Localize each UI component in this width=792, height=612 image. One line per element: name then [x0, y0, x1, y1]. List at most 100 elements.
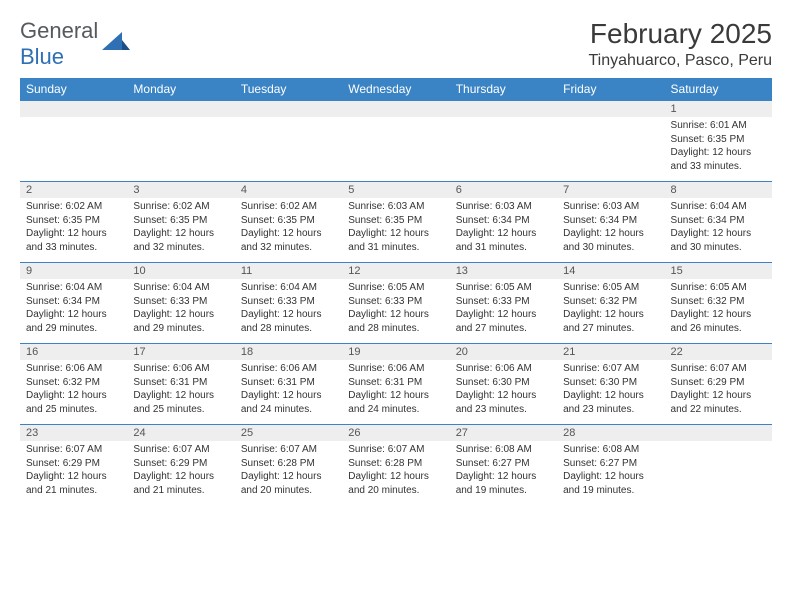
day-detail-cell: Sunrise: 6:02 AMSunset: 6:35 PMDaylight:… — [235, 198, 342, 263]
sunset-line: Sunset: 6:27 PM — [456, 457, 551, 471]
logo-word-blue: Blue — [20, 44, 64, 69]
daylight-line: Daylight: 12 hours and 32 minutes. — [133, 227, 228, 254]
day-detail-cell: Sunrise: 6:02 AMSunset: 6:35 PMDaylight:… — [127, 198, 234, 263]
sunrise-line: Sunrise: 6:04 AM — [241, 281, 336, 295]
day-number-cell: 13 — [450, 263, 557, 280]
sunrise-line: Sunrise: 6:07 AM — [563, 362, 658, 376]
day-number-cell — [235, 101, 342, 118]
logo: General Blue — [20, 18, 130, 70]
day-number-cell — [342, 101, 449, 118]
sunrise-line: Sunrise: 6:04 AM — [671, 200, 766, 214]
day-header-monday: Monday — [127, 78, 234, 101]
sunset-line: Sunset: 6:35 PM — [241, 214, 336, 228]
daynum-row: 16171819202122 — [20, 344, 772, 361]
daynum-row: 9101112131415 — [20, 263, 772, 280]
day-detail-cell: Sunrise: 6:06 AMSunset: 6:31 PMDaylight:… — [127, 360, 234, 425]
daylight-line: Daylight: 12 hours and 27 minutes. — [456, 308, 551, 335]
sunset-line: Sunset: 6:29 PM — [26, 457, 121, 471]
day-number-cell: 7 — [557, 182, 664, 199]
page-title: February 2025 — [589, 18, 773, 50]
day-number-cell: 26 — [342, 425, 449, 442]
day-detail-cell — [342, 117, 449, 182]
day-number-cell: 12 — [342, 263, 449, 280]
daylight-line: Daylight: 12 hours and 29 minutes. — [26, 308, 121, 335]
sunset-line: Sunset: 6:33 PM — [241, 295, 336, 309]
day-detail-cell: Sunrise: 6:07 AMSunset: 6:29 PMDaylight:… — [127, 441, 234, 505]
daylight-line: Daylight: 12 hours and 29 minutes. — [133, 308, 228, 335]
day-detail-cell — [450, 117, 557, 182]
sunset-line: Sunset: 6:30 PM — [563, 376, 658, 390]
sunrise-line: Sunrise: 6:06 AM — [26, 362, 121, 376]
day-number-cell: 9 — [20, 263, 127, 280]
sunset-line: Sunset: 6:33 PM — [456, 295, 551, 309]
day-detail-cell: Sunrise: 6:06 AMSunset: 6:32 PMDaylight:… — [20, 360, 127, 425]
day-number-cell: 11 — [235, 263, 342, 280]
daylight-line: Daylight: 12 hours and 24 minutes. — [241, 389, 336, 416]
sunrise-line: Sunrise: 6:05 AM — [348, 281, 443, 295]
sunrise-line: Sunrise: 6:01 AM — [671, 119, 766, 133]
day-detail-cell: Sunrise: 6:04 AMSunset: 6:34 PMDaylight:… — [20, 279, 127, 344]
sunset-line: Sunset: 6:28 PM — [348, 457, 443, 471]
logo-text: General Blue — [20, 18, 98, 70]
sunrise-line: Sunrise: 6:02 AM — [26, 200, 121, 214]
day-detail-cell: Sunrise: 6:05 AMSunset: 6:32 PMDaylight:… — [665, 279, 772, 344]
logo-triangle-icon — [102, 32, 130, 59]
calendar-table: Sunday Monday Tuesday Wednesday Thursday… — [20, 78, 772, 505]
day-detail-cell — [127, 117, 234, 182]
day-number-cell: 1 — [665, 101, 772, 118]
sunset-line: Sunset: 6:31 PM — [133, 376, 228, 390]
sunset-line: Sunset: 6:35 PM — [671, 133, 766, 147]
day-detail-cell: Sunrise: 6:07 AMSunset: 6:28 PMDaylight:… — [235, 441, 342, 505]
daylight-line: Daylight: 12 hours and 20 minutes. — [241, 470, 336, 497]
day-header-tuesday: Tuesday — [235, 78, 342, 101]
daynum-row: 2345678 — [20, 182, 772, 199]
daylight-line: Daylight: 12 hours and 32 minutes. — [241, 227, 336, 254]
day-detail-cell — [20, 117, 127, 182]
daylight-line: Daylight: 12 hours and 33 minutes. — [26, 227, 121, 254]
daylight-line: Daylight: 12 hours and 25 minutes. — [133, 389, 228, 416]
daylight-line: Daylight: 12 hours and 28 minutes. — [348, 308, 443, 335]
day-detail-cell — [557, 117, 664, 182]
daylight-line: Daylight: 12 hours and 21 minutes. — [26, 470, 121, 497]
sunset-line: Sunset: 6:32 PM — [671, 295, 766, 309]
daylight-line: Daylight: 12 hours and 25 minutes. — [26, 389, 121, 416]
day-number-cell: 6 — [450, 182, 557, 199]
detail-row: Sunrise: 6:02 AMSunset: 6:35 PMDaylight:… — [20, 198, 772, 263]
day-header-friday: Friday — [557, 78, 664, 101]
detail-row: Sunrise: 6:01 AMSunset: 6:35 PMDaylight:… — [20, 117, 772, 182]
day-number-cell: 3 — [127, 182, 234, 199]
daylight-line: Daylight: 12 hours and 23 minutes. — [563, 389, 658, 416]
sunset-line: Sunset: 6:34 PM — [456, 214, 551, 228]
day-number-cell: 22 — [665, 344, 772, 361]
daylight-line: Daylight: 12 hours and 23 minutes. — [456, 389, 551, 416]
sunrise-line: Sunrise: 6:04 AM — [26, 281, 121, 295]
sunrise-line: Sunrise: 6:05 AM — [456, 281, 551, 295]
daylight-line: Daylight: 12 hours and 22 minutes. — [671, 389, 766, 416]
sunrise-line: Sunrise: 6:04 AM — [133, 281, 228, 295]
sunrise-line: Sunrise: 6:07 AM — [133, 443, 228, 457]
day-detail-cell: Sunrise: 6:05 AMSunset: 6:33 PMDaylight:… — [342, 279, 449, 344]
sunrise-line: Sunrise: 6:08 AM — [563, 443, 658, 457]
sunset-line: Sunset: 6:34 PM — [563, 214, 658, 228]
day-detail-cell: Sunrise: 6:02 AMSunset: 6:35 PMDaylight:… — [20, 198, 127, 263]
sunrise-line: Sunrise: 6:06 AM — [456, 362, 551, 376]
sunrise-line: Sunrise: 6:06 AM — [133, 362, 228, 376]
daylight-line: Daylight: 12 hours and 24 minutes. — [348, 389, 443, 416]
sunrise-line: Sunrise: 6:08 AM — [456, 443, 551, 457]
sunrise-line: Sunrise: 6:07 AM — [671, 362, 766, 376]
sunset-line: Sunset: 6:35 PM — [26, 214, 121, 228]
day-number-cell — [450, 101, 557, 118]
day-detail-cell: Sunrise: 6:08 AMSunset: 6:27 PMDaylight:… — [557, 441, 664, 505]
sunset-line: Sunset: 6:31 PM — [241, 376, 336, 390]
day-detail-cell: Sunrise: 6:05 AMSunset: 6:33 PMDaylight:… — [450, 279, 557, 344]
day-header-thursday: Thursday — [450, 78, 557, 101]
sunrise-line: Sunrise: 6:06 AM — [348, 362, 443, 376]
day-number-cell: 21 — [557, 344, 664, 361]
day-detail-cell: Sunrise: 6:03 AMSunset: 6:34 PMDaylight:… — [450, 198, 557, 263]
day-number-cell: 28 — [557, 425, 664, 442]
day-header-sunday: Sunday — [20, 78, 127, 101]
daylight-line: Daylight: 12 hours and 21 minutes. — [133, 470, 228, 497]
daylight-line: Daylight: 12 hours and 19 minutes. — [563, 470, 658, 497]
sunrise-line: Sunrise: 6:02 AM — [241, 200, 336, 214]
daylight-line: Daylight: 12 hours and 33 minutes. — [671, 146, 766, 173]
